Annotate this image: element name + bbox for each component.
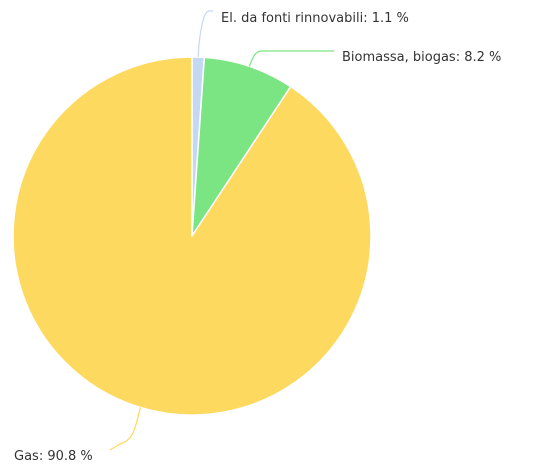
- connectors-group: [109, 10, 334, 451]
- slice-label-el-da-fonti-rinnovabili: El. da fonti rinnovabili: 1.1 %: [221, 11, 409, 26]
- connector-line-el-da-fonti-rinnovabili: [197, 10, 213, 58]
- slice-label-gas: Gas: 90.8 %: [14, 449, 93, 464]
- connector-line-gas: [109, 407, 142, 451]
- pie-slice-gas[interactable]: [12, 56, 372, 416]
- connector-line-biomassa-biogas: [248, 50, 334, 67]
- slice-label-biomassa-biogas: Biomassa, biogas: 8.2 %: [342, 50, 501, 65]
- slices-group: [12, 56, 372, 416]
- pie-slice-biomassa-biogas[interactable]: [191, 56, 292, 237]
